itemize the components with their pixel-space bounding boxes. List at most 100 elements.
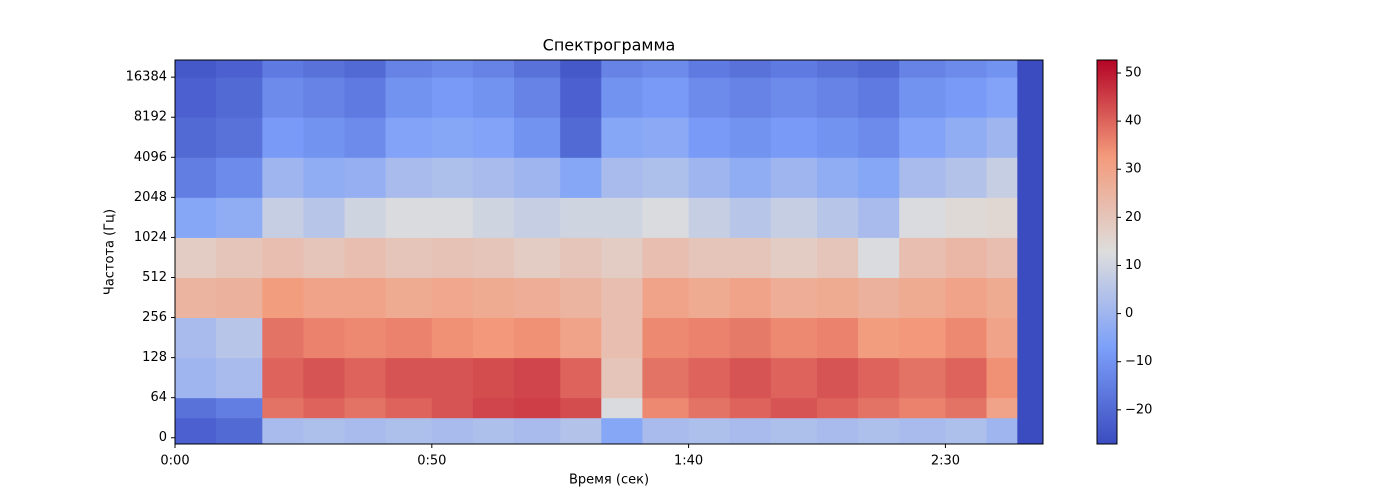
- cell: [216, 317, 263, 359]
- cell: [858, 317, 900, 359]
- cell: [513, 357, 561, 399]
- colorbar-tick-label: 10: [1125, 258, 1142, 273]
- cell: [858, 117, 900, 158]
- cell: [642, 357, 690, 399]
- cell: [858, 237, 900, 278]
- cell: [344, 117, 387, 158]
- cell: [262, 77, 304, 118]
- cell: [688, 237, 731, 278]
- cell: [385, 60, 433, 78]
- spectrogram: [175, 60, 1044, 445]
- cell: [216, 77, 263, 118]
- cell: [344, 157, 387, 198]
- cell: [175, 157, 217, 198]
- cell: [817, 157, 859, 198]
- cell: [986, 117, 1018, 158]
- cell: [770, 77, 818, 118]
- cell: [688, 60, 731, 78]
- cell: [303, 157, 345, 198]
- cell: [858, 417, 900, 445]
- cell: [688, 117, 731, 158]
- cell: [175, 417, 217, 445]
- cell: [986, 277, 1018, 319]
- colorbar-tick-label: 20: [1125, 210, 1142, 225]
- cell: [560, 417, 602, 445]
- cell: [642, 157, 690, 198]
- cell: [770, 197, 818, 238]
- cell: [945, 117, 988, 158]
- cell: [472, 237, 515, 278]
- cell: [858, 397, 900, 419]
- cell: [729, 157, 772, 198]
- cell: [688, 417, 731, 445]
- cell: [431, 197, 474, 238]
- cell: [1017, 397, 1044, 419]
- cell: [945, 417, 988, 445]
- chart-title: Спектрограмма: [543, 36, 676, 55]
- cell: [1017, 77, 1044, 118]
- cell: [216, 357, 263, 399]
- x-tick-label: 1:40: [674, 454, 703, 469]
- cell: [899, 397, 946, 419]
- cell: [817, 77, 859, 118]
- cell: [986, 237, 1018, 278]
- cell: [303, 117, 345, 158]
- cell: [472, 277, 515, 319]
- cell: [216, 117, 263, 158]
- cell: [642, 77, 690, 118]
- cell: [945, 397, 988, 419]
- cell: [986, 157, 1018, 198]
- cell: [899, 357, 946, 399]
- cell: [817, 197, 859, 238]
- cell: [303, 77, 345, 118]
- cell: [899, 117, 946, 158]
- cell: [688, 317, 731, 359]
- cell: [770, 60, 818, 78]
- cell: [688, 157, 731, 198]
- cell: [472, 60, 515, 78]
- cell: [513, 117, 561, 158]
- cell: [344, 277, 387, 319]
- cell: [344, 237, 387, 278]
- cell: [513, 157, 561, 198]
- cell: [601, 237, 643, 278]
- cell: [513, 197, 561, 238]
- cell: [817, 60, 859, 78]
- cell: [642, 60, 690, 78]
- cell: [1017, 197, 1044, 238]
- cell: [344, 77, 387, 118]
- cell: [601, 397, 643, 419]
- cell: [385, 277, 433, 319]
- cell: [858, 60, 900, 78]
- cell: [431, 317, 474, 359]
- plot-frame: [174, 59, 1044, 445]
- cell: [385, 317, 433, 359]
- cell: [175, 317, 217, 359]
- cell: [513, 277, 561, 319]
- cell: [560, 357, 602, 399]
- cell: [858, 357, 900, 399]
- cell: [817, 277, 859, 319]
- cell: [1017, 60, 1044, 78]
- cell: [560, 237, 602, 278]
- cell: [472, 77, 515, 118]
- cell: [560, 117, 602, 158]
- cell: [729, 317, 772, 359]
- cell: [431, 157, 474, 198]
- cell: [729, 117, 772, 158]
- cell: [817, 117, 859, 158]
- x-tick-label: 0:00: [160, 454, 189, 469]
- cell: [344, 397, 387, 419]
- cell: [770, 157, 818, 198]
- cell: [560, 197, 602, 238]
- y-tick-label: 1024: [134, 230, 167, 245]
- cell: [175, 357, 217, 399]
- cell: [513, 237, 561, 278]
- y-tick-label: 2048: [134, 190, 167, 205]
- cell: [262, 117, 304, 158]
- colorbar-tick-label: 50: [1125, 65, 1142, 80]
- cell: [945, 277, 988, 319]
- cell: [642, 197, 690, 238]
- cell: [945, 77, 988, 118]
